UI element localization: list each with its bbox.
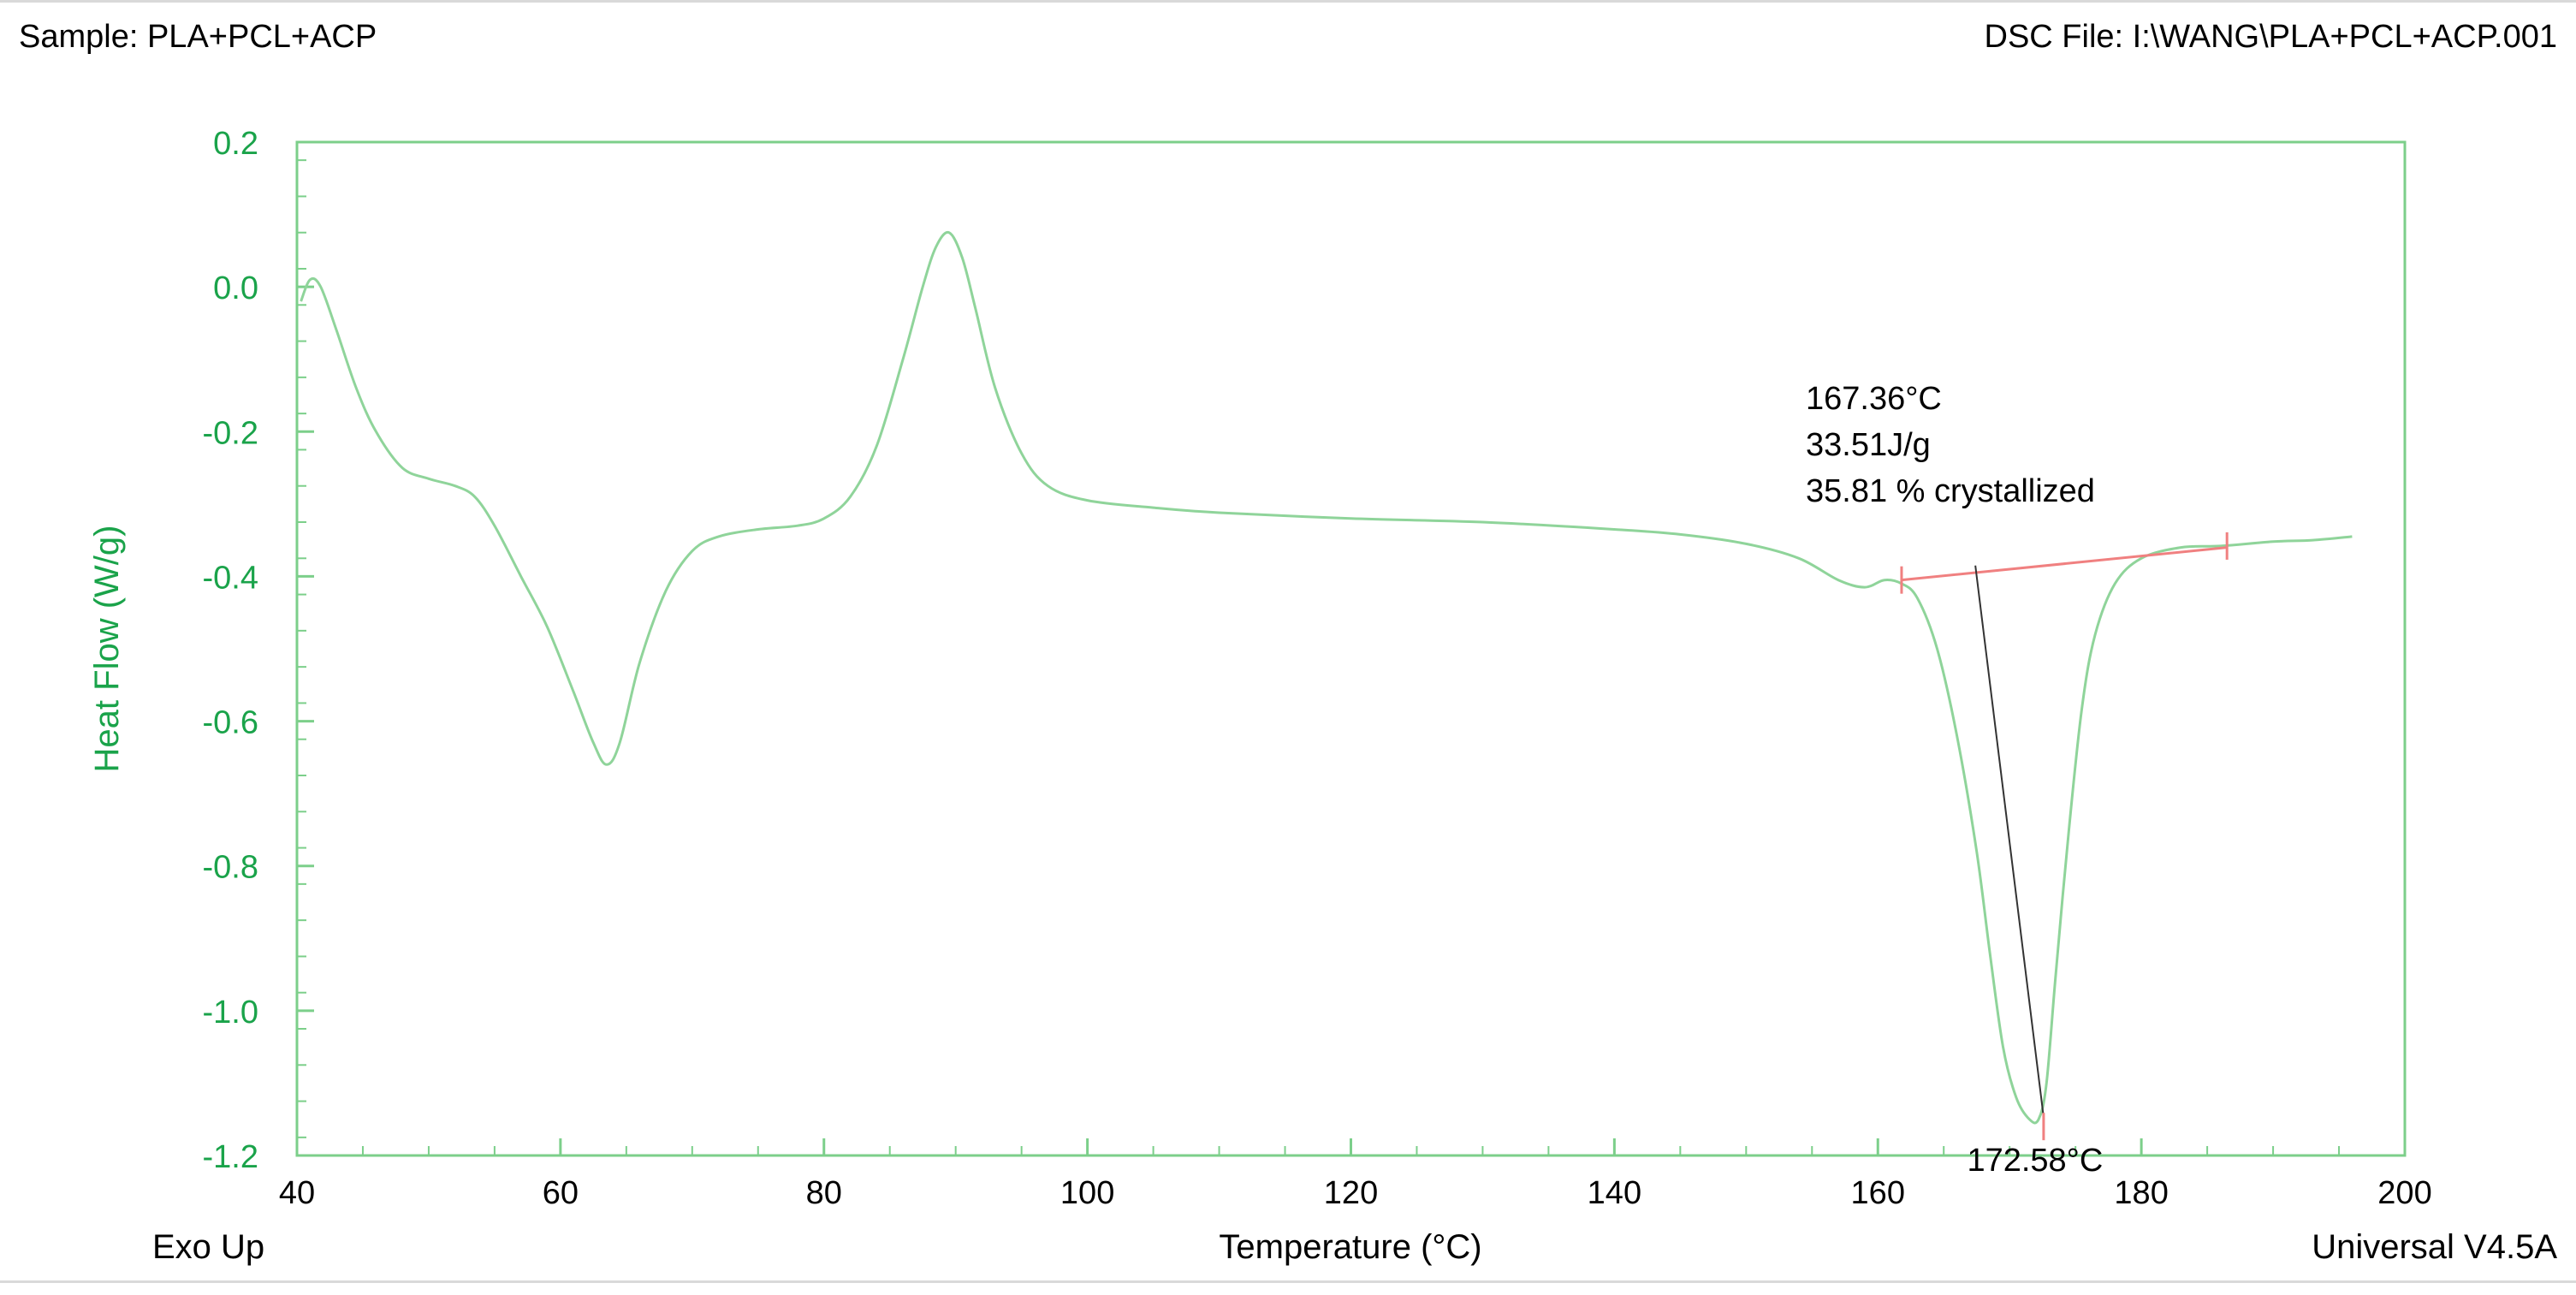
y-tick-label: -0.4 — [203, 560, 258, 596]
x-axis-label: Temperature (°C) — [1219, 1228, 1481, 1266]
top-divider — [0, 0, 2576, 3]
bottom-divider — [0, 1280, 2576, 1283]
crystallinity-annotation: 35.81 % crystallized — [1806, 473, 2095, 509]
onset-tangent-line — [1974, 565, 2045, 1120]
chart-axes — [295, 140, 2407, 1157]
y-axis-label: Heat Flow (W/g) — [88, 526, 126, 773]
plot-frame — [295, 140, 2407, 1157]
y-tick-label: -0.2 — [203, 415, 258, 451]
analysis-markers — [1900, 532, 2229, 1141]
enthalpy-annotation: 33.51J/g — [1806, 427, 1931, 463]
y-tick-label: -0.8 — [203, 850, 258, 886]
peak-temperature-annotation: 172.58°C — [1967, 1143, 2103, 1179]
onset-temperature-annotation: 167.36°C — [1806, 381, 1942, 417]
x-tick-label: 160 — [1851, 1175, 1905, 1211]
version-label: Universal V4.5A — [2312, 1228, 2557, 1266]
y-tick-label: -1.2 — [203, 1139, 258, 1175]
x-axis-ticks: 40 60 80 100 120 140 160 180 200 — [279, 1138, 2432, 1211]
exo-up-label: Exo Up — [152, 1228, 264, 1266]
x-tick-label: 80 — [806, 1175, 842, 1211]
heat-flow-curve — [300, 230, 2353, 1125]
integration-baseline — [1901, 546, 2228, 582]
y-tick-label: -1.0 — [203, 995, 258, 1031]
y-axis-ticks: 0.2 0.0 -0.2 -0.4 -0.6 -0.8 -1.0 -1.2 — [203, 126, 314, 1175]
file-label: DSC File: I:\WANG\PLA+PCL+ACP.001 — [1984, 19, 2558, 55]
sample-label: Sample: PLA+PCL+ACP — [19, 19, 377, 55]
x-tick-label: 40 — [279, 1175, 315, 1211]
x-tick-label: 140 — [1588, 1175, 1641, 1211]
y-tick-label: 0.0 — [213, 270, 258, 306]
x-tick-label: 120 — [1324, 1175, 1378, 1211]
x-tick-label: 200 — [2377, 1175, 2431, 1211]
y-tick-label: -0.6 — [203, 705, 258, 741]
x-tick-label: 180 — [2114, 1175, 2168, 1211]
x-tick-label: 100 — [1060, 1175, 1114, 1211]
x-tick-label: 60 — [543, 1175, 579, 1211]
y-tick-label: 0.2 — [213, 126, 258, 162]
